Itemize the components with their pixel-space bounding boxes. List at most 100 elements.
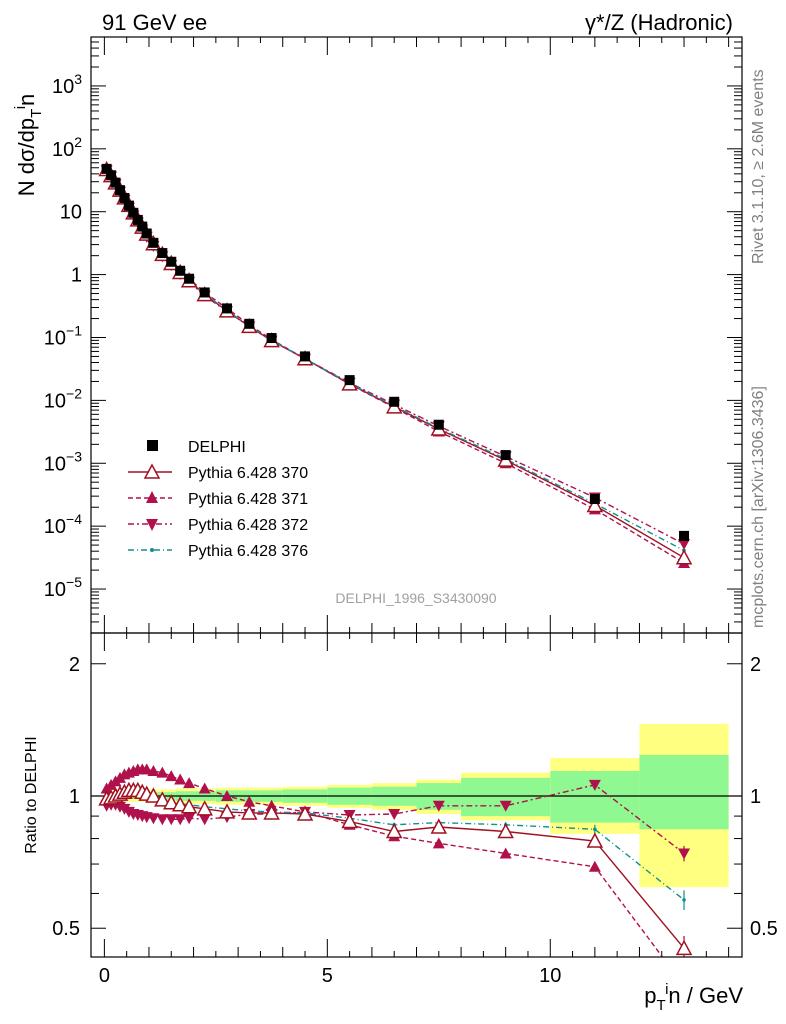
ratio-frame (90, 632, 743, 958)
legend-label-371: Pythia 6.428 371 (188, 491, 308, 508)
legend-marker-372 (146, 519, 158, 531)
main-y-tick-exp: −5 (66, 574, 82, 590)
ratio-point-p370 (154, 791, 171, 807)
main-point-data (199, 287, 210, 298)
main-point-data (128, 207, 139, 218)
main-y-tick-label: 10−3 (44, 448, 82, 475)
x-label-end: n / GeV (668, 983, 743, 1008)
main-point-data (344, 375, 355, 386)
main-series-markers (98, 160, 693, 568)
main-y-tick-base: 1 (71, 265, 82, 287)
main-y-tick-label: 10 (60, 202, 82, 224)
legend-label-372: Pythia 6.428 372 (188, 517, 308, 534)
legend-entry-370: Pythia 6.428 370 (128, 463, 308, 482)
main-y-label-sub: T (28, 109, 45, 118)
main-y-tick-exp: 2 (74, 134, 82, 150)
ratio-y-tick-label-left: 2 (69, 654, 80, 676)
ratio-point-p370 (341, 812, 358, 829)
ratio-point-p372 (183, 813, 196, 825)
x-tick-label: 10 (539, 965, 561, 987)
main-y-label-text: N dσ/dp (14, 118, 39, 196)
header-right-process: (Hadronic) (630, 10, 733, 35)
ratio-point-p371 (243, 795, 256, 807)
ratio-point-p370 (296, 805, 314, 821)
mcplots-label: mcplots.cern.ch [arXiv:1306.3436] (750, 386, 767, 628)
ratio-point-p372 (432, 800, 445, 812)
main-point-p370 (586, 496, 604, 513)
legend-marker-376 (150, 548, 154, 552)
main-point-data (175, 265, 186, 276)
x-tick-label: 5 (322, 965, 333, 987)
main-point-data (184, 273, 195, 284)
ratio-y-tick-label-right: 2 (750, 654, 761, 676)
x-label-sub: T (656, 997, 665, 1014)
main-point-data (221, 303, 232, 314)
x-axis-label: pTin / GeV (644, 981, 743, 1014)
ratio-point-p370 (218, 803, 236, 819)
ratio-point-p372 (588, 779, 601, 791)
main-y-tick-exp: 3 (74, 71, 82, 87)
main-y-tick-label: 10−4 (44, 511, 82, 538)
main-y-tick-label: 102 (52, 134, 82, 161)
x-tick-label: 0 (99, 965, 110, 987)
main-line-p372 (106, 169, 685, 545)
ratio-band-inner (550, 771, 640, 823)
ratio-point-p370 (586, 832, 604, 848)
main-point-data (300, 351, 311, 362)
main-y-tick-label: 10−1 (44, 322, 82, 349)
ratio-point-p370 (385, 822, 403, 839)
legend-marker-370 (143, 463, 161, 479)
main-point-data (266, 333, 277, 344)
main-point-data (141, 228, 152, 239)
ratio-line-p371 (106, 768, 664, 957)
ratio-point-p370 (263, 804, 280, 820)
x-label-sup: i (665, 981, 668, 998)
ratio-point-p370 (196, 800, 213, 816)
rivet-label: Rivet 3.1.10, ≥ 2.6M events (750, 69, 767, 264)
main-point-data (589, 494, 600, 505)
main-point-data (110, 177, 121, 188)
ratio-point-p372 (165, 814, 178, 826)
header-left: 91 GeV ee (102, 10, 207, 35)
main-point-data (389, 396, 400, 407)
main-y-tick-base: 10 (52, 139, 74, 161)
ratio-ticks: 0.5 0.5 1 1 2 2 0 5 10 (52, 633, 778, 987)
ratio-point-p370 (675, 939, 693, 956)
ratio-point-p370 (180, 798, 198, 814)
ratio-point-p372 (678, 848, 691, 860)
x-label-text: p (644, 983, 656, 1008)
header-right: γ*/Z (Hadronic) (585, 10, 733, 35)
main-point-data (114, 185, 125, 196)
ratio-point-p376 (593, 827, 597, 832)
main-y-tick-base: 10 (44, 579, 66, 601)
main-y-tick-label: 10−5 (44, 574, 82, 601)
ratio-point-p371 (198, 782, 211, 794)
ratio-y-tick-label-left: 1 (69, 786, 80, 808)
ratio-point-p371 (147, 765, 160, 777)
main-y-tick-base: 10 (44, 516, 66, 538)
ratio-point-p371 (220, 789, 233, 801)
main-point-p372 (678, 539, 691, 551)
ratio-point-p376 (682, 898, 686, 902)
ratio-point-p370 (430, 818, 448, 834)
ratio-point-p370 (497, 822, 514, 839)
main-point-data (132, 214, 143, 225)
main-point-data (166, 256, 177, 267)
legend-marker-data (147, 440, 158, 451)
main-y-tick-base: 10 (44, 327, 66, 349)
main-y-tick-exp: −3 (66, 448, 82, 464)
main-point-data (500, 450, 511, 461)
legend-marker-371 (146, 491, 158, 503)
main-y-tick-base: 10 (60, 202, 82, 224)
main-point-data (679, 530, 690, 541)
ratio-point-p372 (174, 814, 187, 826)
ratio-y-tick-label-right: 1 (750, 786, 761, 808)
ratio-point-p370 (241, 804, 258, 820)
legend-label-370: Pythia 6.428 370 (188, 465, 308, 482)
ratio-y-tick-label-left: 0.5 (52, 918, 80, 940)
ratio-point-p371 (156, 766, 169, 778)
main-y-tick-label: 1 (71, 265, 82, 287)
main-y-tick-label: 103 (52, 71, 82, 98)
analysis-watermark: DELPHI_1996_S3430090 (335, 590, 496, 606)
